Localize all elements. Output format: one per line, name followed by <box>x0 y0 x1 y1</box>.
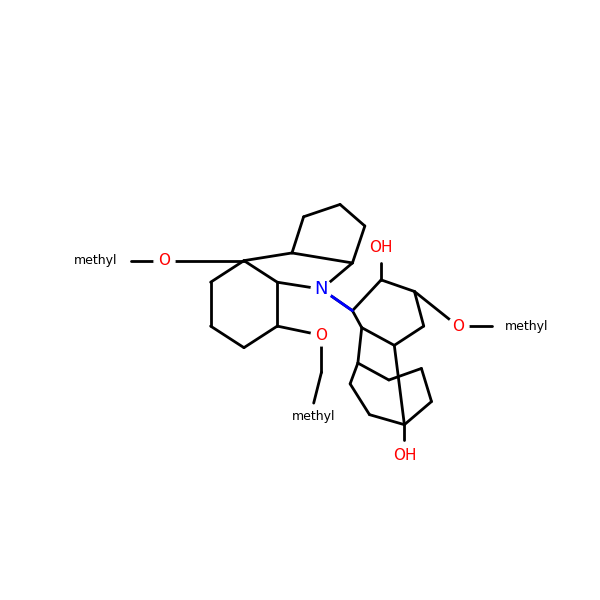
Text: O: O <box>316 328 328 343</box>
Text: O: O <box>452 319 464 334</box>
Text: N: N <box>315 280 328 298</box>
Text: methyl: methyl <box>292 410 335 424</box>
Text: OH: OH <box>370 240 393 255</box>
Text: OH: OH <box>392 448 416 463</box>
Text: methyl: methyl <box>505 320 548 332</box>
Text: O: O <box>158 253 170 268</box>
Text: methyl: methyl <box>74 254 118 267</box>
